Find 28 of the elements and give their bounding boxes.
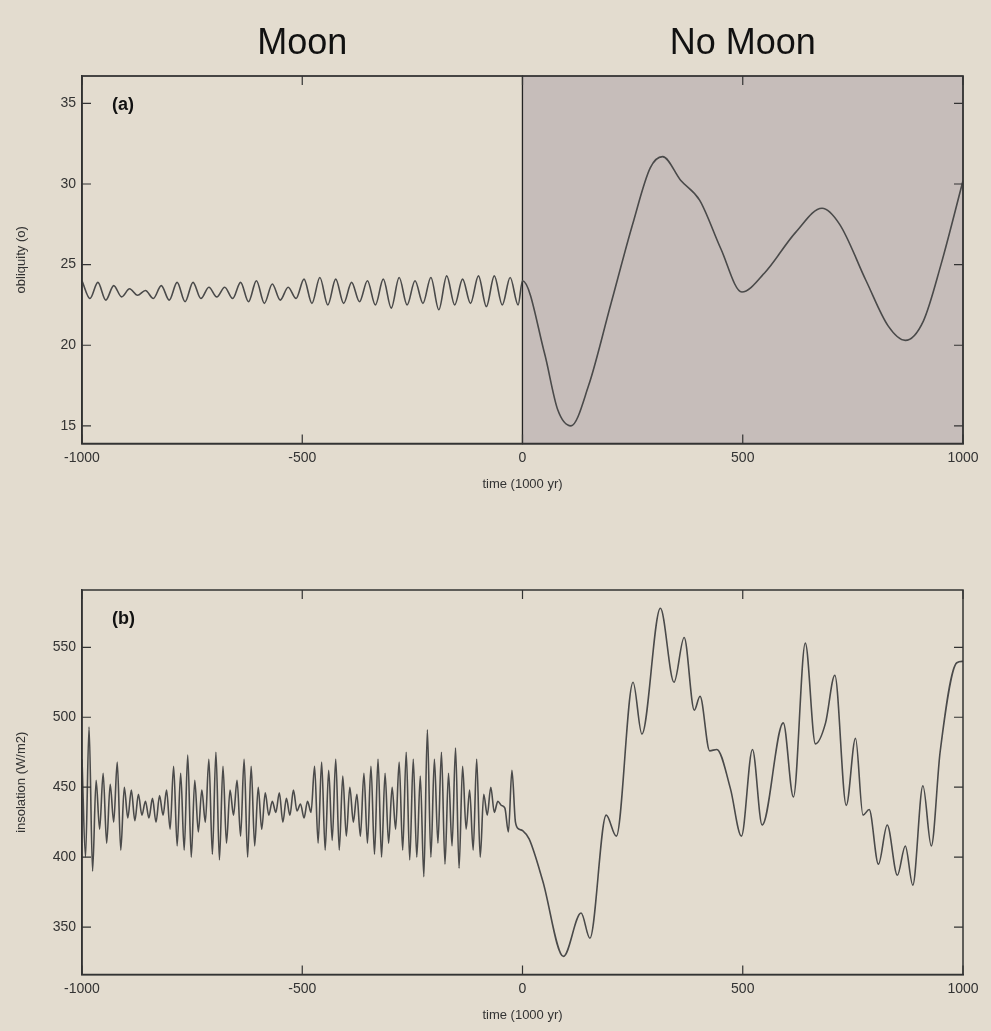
y-tick-label: 30 [60, 174, 77, 191]
band-label: Moon [257, 20, 348, 62]
x-axis-title: time (1000 yr) [482, 1006, 563, 1022]
x-tick-label: -500 [288, 448, 317, 465]
annotation: (b) [112, 607, 135, 628]
y-tick-label: 350 [52, 917, 77, 934]
x-tick-label: 1000 [947, 979, 979, 996]
x-axis-title: time (1000 yr) [482, 475, 563, 491]
x-tick-label: 500 [731, 979, 755, 996]
x-tick-label: -1000 [64, 448, 101, 465]
x-tick-label: 0 [518, 979, 527, 996]
band-label: No Moon [669, 20, 816, 62]
y-tick-label: 15 [60, 416, 77, 433]
x-tick-label: 500 [731, 448, 755, 465]
y-tick-label: 450 [52, 778, 77, 795]
y-tick-label: 500 [52, 708, 77, 725]
y-axis-title: insolation (W/m2) [13, 731, 29, 833]
y-tick-label: 400 [52, 847, 77, 864]
y-tick-label: 25 [60, 255, 77, 272]
y-tick-label: 20 [60, 336, 77, 353]
x-tick-label: 0 [518, 448, 527, 465]
annotation: (a) [112, 93, 134, 114]
y-tick-label: 35 [60, 94, 77, 111]
y-axis-title: obliquity (o) [13, 226, 29, 294]
x-tick-label: 1000 [947, 448, 979, 465]
x-tick-label: -500 [288, 979, 317, 996]
x-tick-label: -1000 [64, 979, 101, 996]
y-tick-label: 550 [52, 638, 77, 655]
